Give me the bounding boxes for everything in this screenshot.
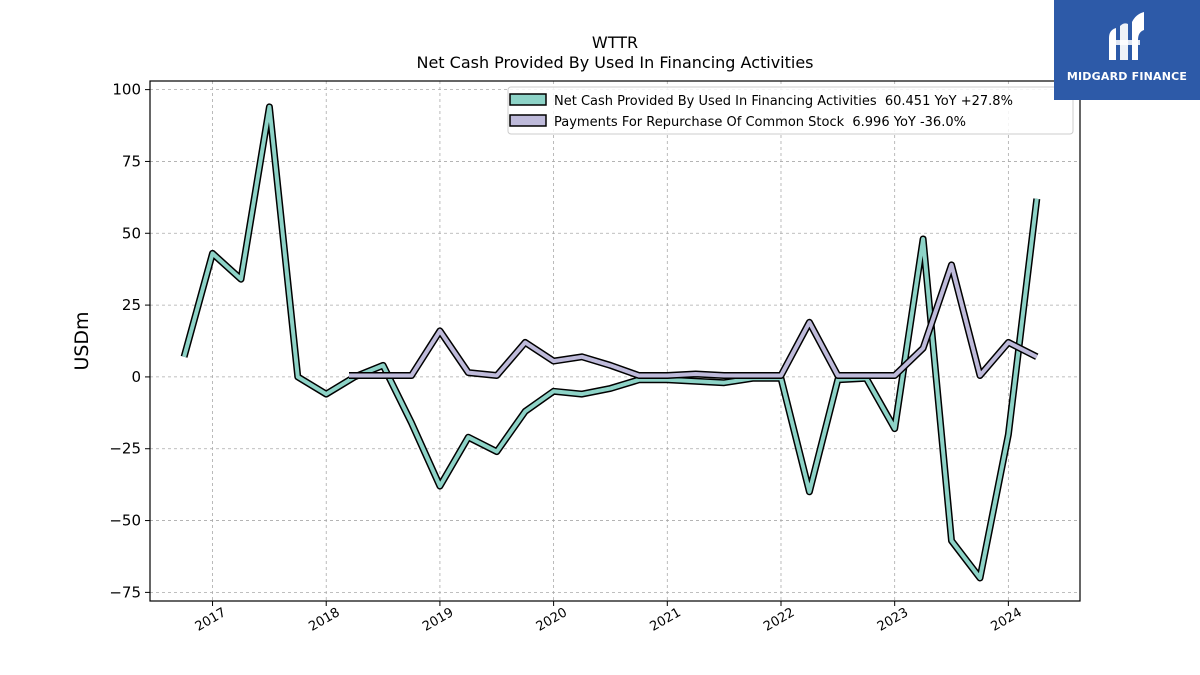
x-tick-label: 2021 [647, 605, 683, 635]
legend-swatch-financing [509, 93, 547, 106]
y-tick-label: −75 [109, 583, 141, 601]
grid [150, 81, 1080, 601]
logo-text: MIDGARD FINANCE [1066, 70, 1188, 83]
y-tick-label: 100 [112, 81, 141, 99]
plot-frame [149, 80, 1081, 602]
x-tick-label: 2019 [420, 605, 456, 635]
y-axis-label: USDm [71, 311, 93, 370]
legend-swatch-repurchase [509, 114, 547, 127]
y-tick-label: −25 [109, 440, 141, 458]
logo-mark-icon [1109, 12, 1144, 60]
legend: Net Cash Provided By Used In Financing A… [507, 86, 1074, 135]
y-tick-label: 50 [122, 224, 141, 242]
y-tick-label: 75 [122, 152, 141, 170]
x-tick-label: 2022 [761, 605, 797, 635]
legend-label-financing: Net Cash Provided By Used In Financing A… [554, 94, 1013, 109]
y-tick-label: 0 [131, 368, 141, 386]
series-lines [180, 103, 1041, 582]
chart-subtitle: Net Cash Provided By Used In Financing A… [416, 53, 813, 72]
x-tick-label: 2023 [875, 605, 911, 635]
brand-logo: MIDGARD FINANCE [1054, 0, 1200, 100]
legend-label-repurchase: Payments For Repurchase Of Common Stock … [554, 115, 966, 130]
series-line-net-cash-provided-by-used-in-financing-activities [182, 104, 1039, 580]
y-tick-label: 25 [122, 296, 141, 314]
series-line-payments-for-repurchase-of-common-stock [349, 262, 1038, 378]
x-tick-label: 2017 [193, 605, 229, 635]
x-tick-label: 2020 [534, 605, 570, 635]
x-tick-label: 2018 [306, 605, 342, 635]
x-tick-label: 2024 [989, 605, 1025, 635]
chart-title: WTTR [592, 33, 638, 52]
y-tick-label: −50 [109, 512, 141, 530]
legend-box [507, 86, 1074, 135]
